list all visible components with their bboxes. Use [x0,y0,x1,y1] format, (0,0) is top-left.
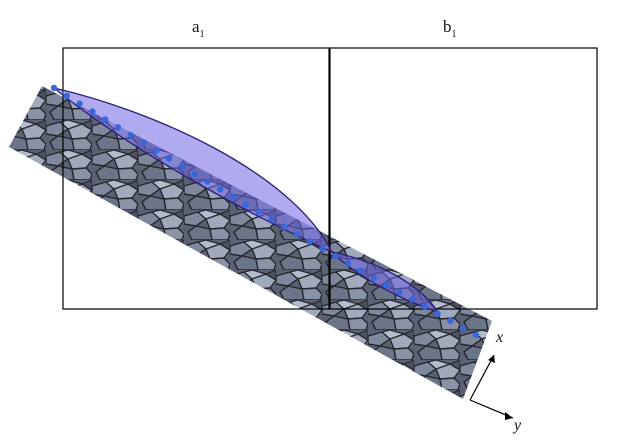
monitoring-point [191,170,198,177]
monitoring-point [281,223,288,230]
monitoring-point [370,274,377,282]
monitoring-point [306,238,313,245]
monitoring-point [102,116,109,123]
monitoring-point [204,178,211,185]
monitoring-point [217,185,224,193]
monitoring-point [332,252,339,260]
monitoring-points [50,84,480,339]
monitoring-point [447,317,454,324]
monitoring-point [383,281,390,289]
monitoring-point [229,193,237,200]
monitoring-point [408,296,416,303]
monitoring-point [319,245,326,252]
monitoring-point [421,303,428,310]
monitoring-point [460,324,467,332]
panel-b1-label: b1 [443,17,457,40]
monitoring-point [178,162,186,170]
monitoring-point [140,139,147,147]
monitoring-point [344,260,352,267]
monitoring-point [153,147,160,154]
monitoring-point [127,131,134,139]
monitoring-point [255,208,262,215]
monitoring-point [165,155,173,162]
monitoring-point [396,289,403,296]
x-axis-label: x [495,329,503,346]
monitoring-point [76,100,83,107]
monitoring-point [242,201,249,208]
stone-slope [9,86,492,399]
y-axis-label: y [512,417,522,434]
monitoring-point [89,108,96,115]
monitoring-point [472,331,480,339]
panel-a1-label: a1 [192,17,205,40]
monitoring-point [434,310,441,317]
monitoring-point [268,216,275,223]
monitoring-point [293,230,301,238]
monitoring-point [50,84,58,92]
monitoring-point [357,267,365,274]
monitoring-point [114,124,122,131]
monitoring-point [63,92,70,100]
coordinate-axes: x y [469,329,522,434]
